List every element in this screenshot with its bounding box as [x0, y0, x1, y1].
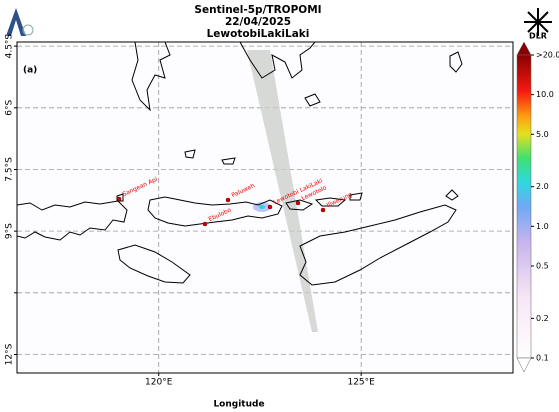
x-tick-label: 125°E: [347, 378, 375, 388]
colorbar-tick-label: 5.0: [536, 130, 549, 139]
volcano-marker: [295, 200, 301, 206]
colorbar-tick-label: 0.1: [536, 354, 549, 363]
left-logo: [6, 8, 34, 36]
volcano-marker: [202, 221, 208, 227]
y-tick-label: 7.5°S: [5, 157, 15, 182]
y-tick-label: 9°S: [5, 223, 15, 239]
volcano-marker: [267, 204, 273, 210]
colorbar-tick-label: 1.0: [536, 222, 549, 231]
colorbar-tick-label: 2.0: [536, 182, 549, 191]
dlr-logo: [524, 8, 552, 36]
title-line: Sentinel-5p/TROPOMI: [194, 4, 321, 16]
y-tick-label: 4.5°S: [5, 34, 15, 59]
plume: [247, 50, 318, 332]
coastlines: [17, 42, 463, 286]
title-line: LewotobiLakiLaki: [207, 28, 310, 40]
panel-label: (a): [23, 66, 37, 76]
title-line: 22/04/2025: [225, 16, 291, 28]
logo-text: DLR: [529, 32, 547, 41]
x-axis-label: Longitude: [213, 400, 264, 410]
colorbar-tick-label: 0.2: [536, 314, 549, 323]
colorbar: [516, 54, 532, 359]
so2-core: [259, 205, 265, 209]
colorbar-extend-top: [516, 41, 532, 56]
colorbar-tick-label: 10.0: [536, 90, 554, 99]
colorbar-extend-bottom: [516, 357, 532, 373]
volcano-marker: [116, 196, 122, 202]
colorbar-tick-label: 0.5: [536, 261, 549, 270]
colorbar-tick-label: >20.0: [536, 51, 559, 60]
y-tick-label: 6°S: [5, 100, 15, 116]
x-tick-label: 120°E: [145, 378, 173, 388]
volcano-marker: [225, 197, 231, 203]
volcano-marker: [320, 207, 326, 213]
y-tick-label: 12°S: [5, 343, 15, 365]
map-frame: [16, 41, 514, 374]
